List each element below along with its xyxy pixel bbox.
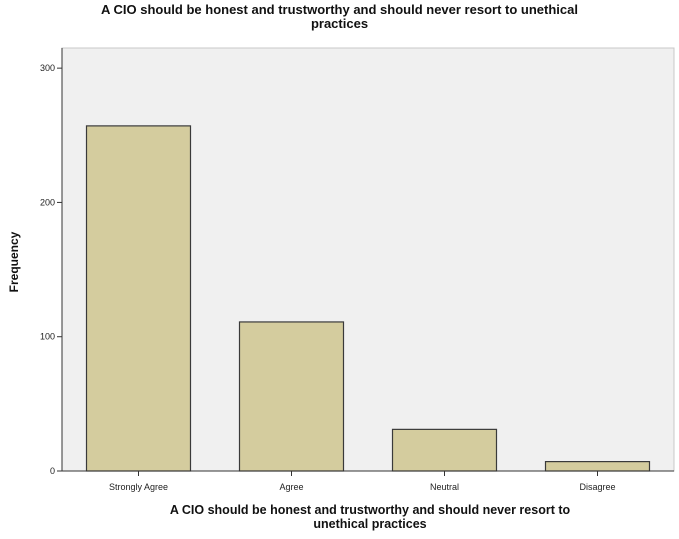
y-axis: 0 100 200 300 xyxy=(40,48,63,476)
chart-title-line-1: A CIO should be honest and trustworthy a… xyxy=(101,2,578,17)
bars xyxy=(85,125,651,472)
y-tick-label: 300 xyxy=(40,63,55,73)
y-tick-label: 0 xyxy=(50,466,55,476)
chart-title: A CIO should be honest and trustworthy a… xyxy=(0,3,679,31)
bar-strongly-agree xyxy=(85,125,192,472)
x-axis: Strongly Agree Agree Neutral Disagree xyxy=(62,470,674,492)
bar-agree xyxy=(238,321,345,472)
x-tick-label: Strongly Agree xyxy=(109,482,168,492)
y-axis-title: Frequency xyxy=(7,231,21,292)
x-tick-label: Neutral xyxy=(430,482,459,492)
x-axis-title-line-2: unethical practices xyxy=(313,517,427,531)
chart-title-line-2: practices xyxy=(310,16,369,31)
y-tick-label: 100 xyxy=(40,332,55,342)
x-tick-label: Agree xyxy=(279,482,303,492)
y-tick-label: 200 xyxy=(40,197,55,207)
x-axis-title: A CIO should be honest and trustworthy a… xyxy=(90,503,650,531)
bar-disagree xyxy=(544,461,651,472)
bar-neutral xyxy=(391,428,498,472)
x-tick-label: Disagree xyxy=(579,482,615,492)
x-axis-title-line-1: A CIO should be honest and trustworthy a… xyxy=(169,503,571,517)
